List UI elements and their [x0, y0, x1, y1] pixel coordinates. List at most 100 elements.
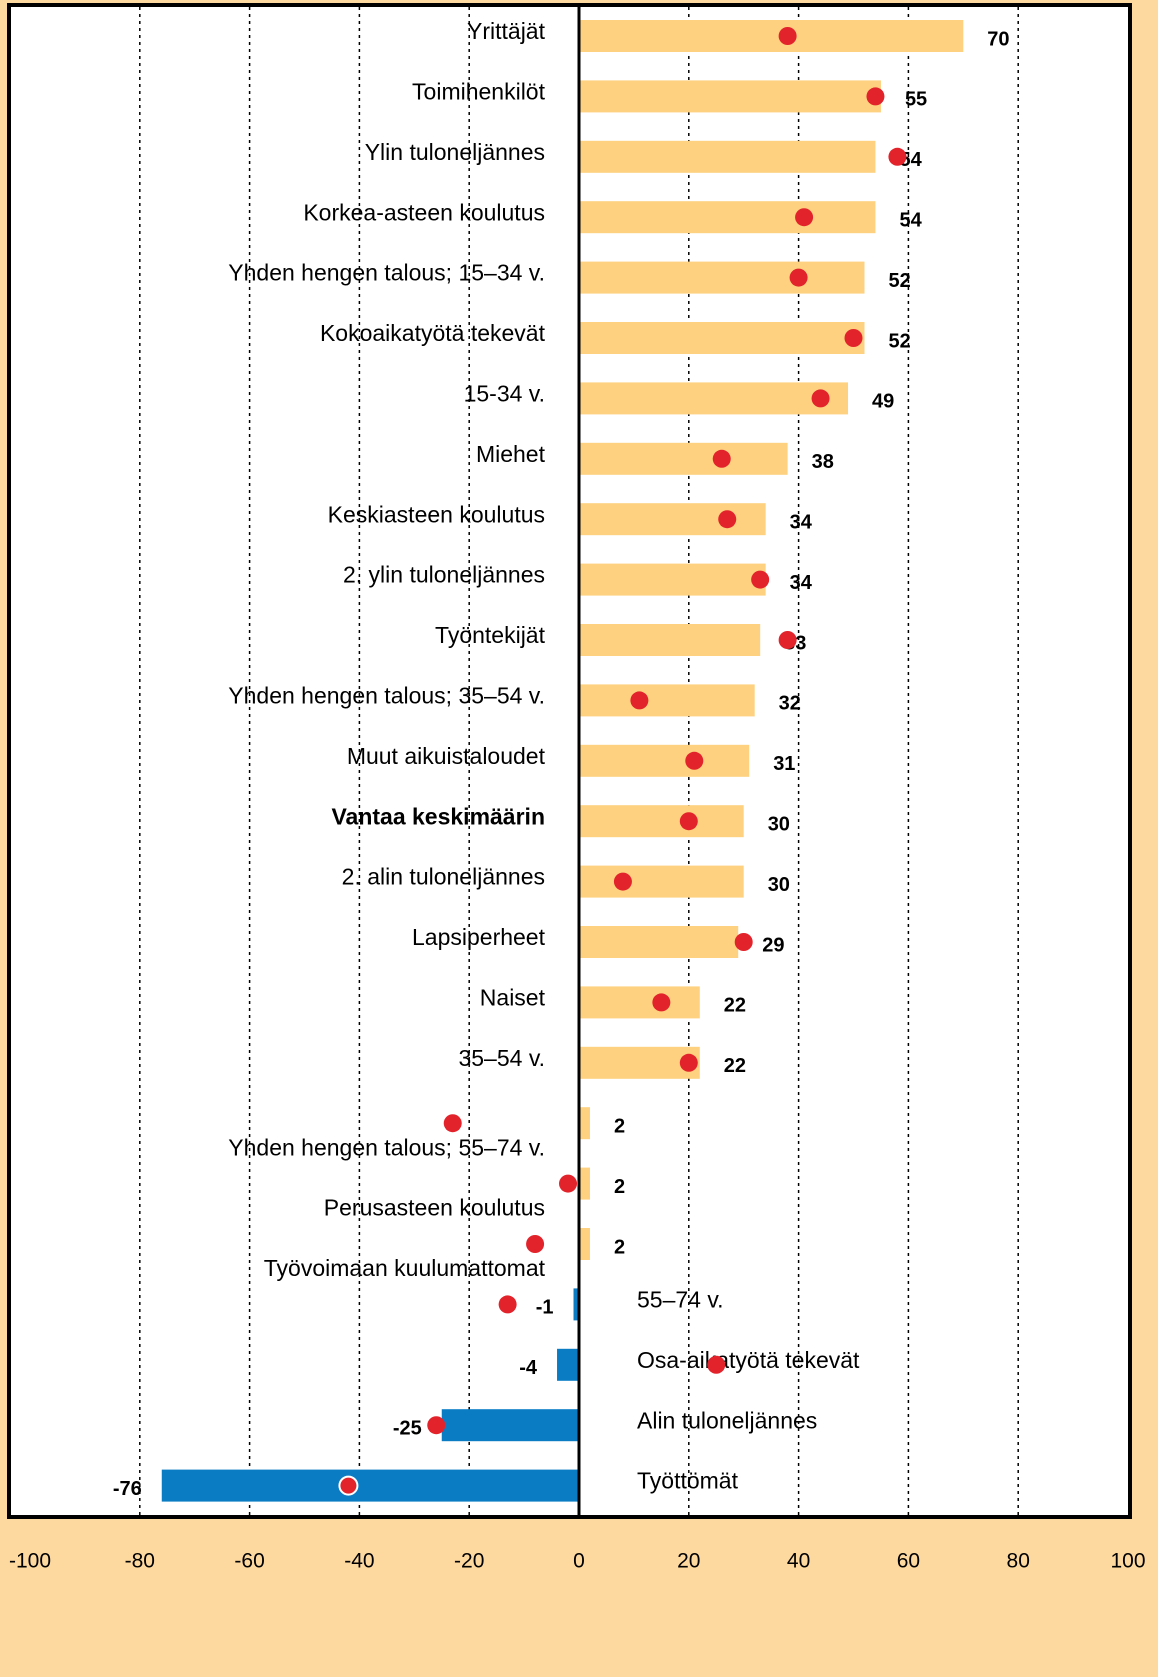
marker [427, 1416, 446, 1435]
marker [443, 1114, 462, 1133]
value-label: -25 [393, 1417, 422, 1439]
x-tick-label: 60 [897, 1550, 920, 1573]
category-label: Vantaa keskimäärin [331, 803, 545, 829]
category-label: Ylin tuloneljännes [365, 139, 545, 165]
bar [441, 1409, 579, 1442]
category-label: Yhden hengen talous; 35–54 v. [228, 682, 545, 708]
value-label: 2 [614, 1176, 625, 1198]
x-tick-label: -60 [234, 1550, 264, 1573]
bar [579, 624, 761, 656]
value-label: 22 [724, 995, 746, 1017]
bar [579, 1228, 590, 1260]
value-label: 38 [812, 451, 834, 473]
bar [579, 1107, 590, 1140]
marker [498, 1295, 517, 1314]
marker [888, 147, 907, 166]
marker [685, 751, 704, 770]
bar [579, 80, 881, 113]
marker [630, 691, 649, 710]
category-label: 35–54 v. [458, 1045, 545, 1071]
x-tick-label: 0 [573, 1550, 585, 1573]
bar [579, 261, 865, 294]
value-label: -4 [519, 1357, 538, 1379]
value-label: 52 [888, 270, 910, 292]
category-label: Keskiasteen koulutus [328, 501, 545, 527]
bar [579, 684, 755, 717]
category-label: 55–74 v. [637, 1286, 724, 1312]
value-label: 34 [790, 511, 813, 533]
value-label: 29 [762, 934, 784, 956]
category-label: Miehet [476, 441, 546, 467]
bar [573, 1288, 579, 1321]
bar [579, 563, 766, 596]
category-label: 15-34 v. [464, 380, 545, 406]
category-label: Työvoimaan kuulumattomat [264, 1255, 546, 1281]
marker [526, 1235, 545, 1253]
value-label: 2 [614, 1115, 625, 1137]
value-label: 34 [790, 572, 813, 594]
value-label: 31 [773, 753, 795, 775]
category-label: 2. alin tuloneljännes [342, 864, 545, 890]
marker [778, 27, 797, 45]
marker [795, 208, 814, 227]
bar [579, 1046, 700, 1079]
category-label: 2. ylin tuloneljännes [343, 562, 545, 588]
x-tick-label: 100 [1110, 1550, 1145, 1573]
category-label: Kokoaikatyötä tekevät [320, 320, 546, 346]
value-label: 32 [779, 693, 801, 715]
value-label: 22 [724, 1055, 746, 1077]
value-label: 70 [987, 28, 1009, 50]
category-label: Osa-aikatyötä tekevät [637, 1347, 860, 1373]
marker [778, 631, 797, 649]
category-label: Yhden hengen talous; 55–74 v. [228, 1134, 545, 1160]
value-label: 55 [905, 89, 927, 111]
marker [789, 268, 808, 287]
marker [613, 872, 632, 891]
category-label: Lapsiperheet [412, 924, 546, 950]
bar [579, 322, 865, 354]
marker [652, 993, 671, 1012]
x-tick-label: -40 [344, 1550, 374, 1573]
category-label: Työntekijät [435, 622, 546, 648]
category-label: Yrittäjät [467, 18, 546, 44]
marker [338, 1475, 359, 1496]
value-label: 54 [899, 209, 922, 231]
marker [679, 812, 698, 831]
marker [718, 510, 737, 529]
marker [679, 1053, 698, 1072]
bar [579, 1167, 590, 1200]
category-label: Perusasteen koulutus [324, 1195, 545, 1221]
marker [751, 570, 770, 589]
x-tick-label: -80 [125, 1550, 155, 1573]
bar [579, 986, 700, 1019]
bar [579, 865, 744, 898]
x-tick-label: -100 [9, 1550, 51, 1573]
bar [579, 926, 739, 958]
bar [579, 140, 876, 173]
value-label: 52 [888, 330, 910, 352]
marker [844, 329, 863, 347]
value-label: -1 [536, 1297, 554, 1319]
bar [579, 503, 766, 536]
category-label: Naiset [480, 984, 546, 1010]
bar [579, 744, 750, 777]
marker [734, 933, 753, 951]
bar [557, 1348, 579, 1381]
value-label: 30 [768, 874, 790, 896]
category-label: Korkea-asteen koulutus [303, 199, 545, 225]
marker [712, 449, 731, 468]
marker [707, 1355, 726, 1374]
marker [866, 87, 885, 106]
bar [579, 201, 876, 234]
category-label: Työttömät [637, 1468, 739, 1494]
x-tick-label: 80 [1007, 1550, 1030, 1573]
marker [811, 389, 830, 408]
bar [579, 20, 964, 52]
plot-frame [7, 3, 1132, 1519]
value-label: -76 [113, 1478, 142, 1500]
category-label: Yhden hengen talous; 15–34 v. [228, 260, 545, 286]
category-label: Muut aikuistaloudet [347, 743, 546, 769]
x-tick-label: -20 [454, 1550, 484, 1573]
value-label: 2 [614, 1236, 625, 1258]
